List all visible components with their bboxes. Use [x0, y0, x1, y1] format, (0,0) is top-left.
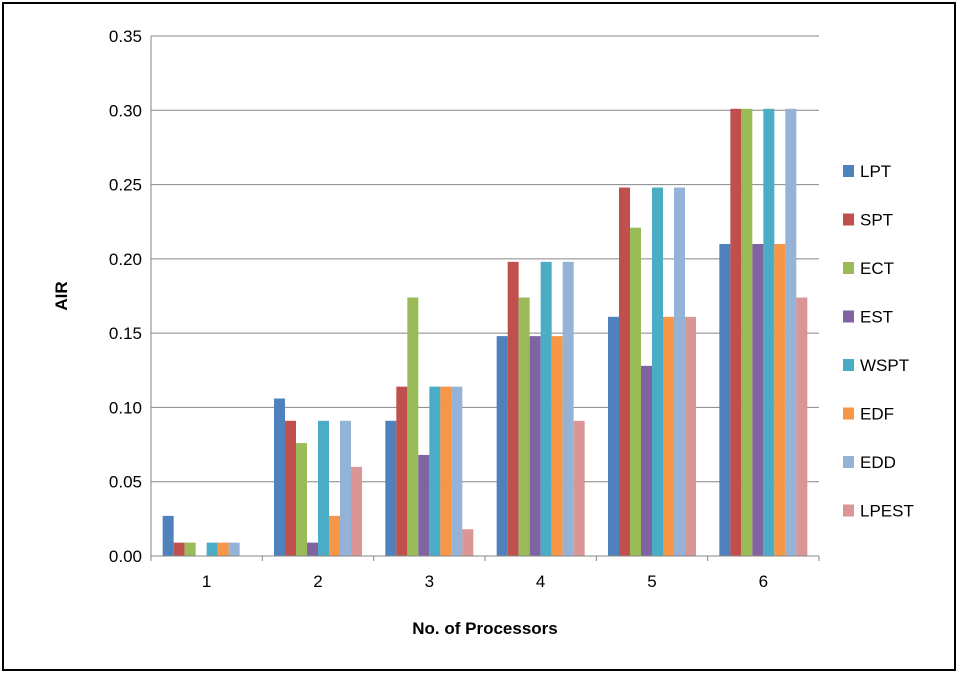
- legend-label-edf: EDF: [860, 405, 894, 424]
- x-tick-label: 6: [759, 572, 768, 591]
- bar-wspt-3: [429, 386, 441, 556]
- legend: LPT SPT ECT EST WSPT EDF EDD LPEST: [843, 162, 914, 521]
- bar-est-6: [752, 244, 764, 556]
- bar-spt-3: [396, 386, 408, 556]
- bar-lpest-2: [351, 466, 362, 556]
- bar-edd-5: [674, 187, 685, 557]
- y-tick-label: 0.35: [109, 27, 142, 46]
- bar-edf-4: [551, 336, 563, 556]
- bar-est-5: [641, 365, 652, 556]
- bar-lpest-3: [462, 529, 474, 556]
- y-axis-title: AIR: [52, 281, 71, 310]
- y-tick-label: 0.10: [109, 398, 142, 417]
- bar-ect-3: [407, 297, 419, 556]
- bar-spt-4: [507, 261, 519, 556]
- bar-spt-1: [173, 542, 185, 556]
- legend-label-wspt: WSPT: [860, 356, 909, 375]
- bar-edd-4: [562, 261, 574, 556]
- bar-wspt-1: [206, 542, 218, 556]
- x-tick-label: 2: [313, 572, 322, 591]
- y-tick-label: 0.15: [109, 324, 142, 343]
- legend-label-est: EST: [860, 308, 893, 327]
- legend-swatch-edf: [843, 407, 854, 420]
- bar-ect-1: [184, 542, 196, 556]
- legend-swatch-spt: [843, 213, 854, 226]
- bar-wspt-4: [540, 261, 552, 556]
- x-tick-label: 1: [202, 572, 211, 591]
- bar-lpest-4: [573, 420, 585, 556]
- bar-spt-5: [619, 187, 630, 557]
- y-tick-label: 0.00: [109, 547, 142, 566]
- gridlines: [151, 35, 819, 483]
- legend-swatch-lpt: [843, 165, 854, 177]
- bar-lpt-1: [162, 515, 174, 556]
- bar-edf-3: [440, 386, 452, 556]
- bar-edd-2: [340, 420, 351, 556]
- legend-swatch-est: [843, 310, 854, 323]
- bar-wspt-5: [652, 187, 663, 557]
- bar-edf-5: [663, 316, 674, 556]
- bar-edf-1: [217, 542, 229, 556]
- bar-ect-4: [518, 297, 530, 556]
- bar-wspt-2: [318, 420, 329, 556]
- legend-swatch-lpest: [843, 504, 854, 517]
- legend-label-spt: SPT: [860, 211, 893, 230]
- bar-lpt-4: [496, 336, 508, 556]
- bar-ect-6: [741, 108, 753, 557]
- bar-est-2: [307, 542, 318, 556]
- bar-ect-2: [296, 443, 307, 556]
- legend-swatch-wspt: [843, 359, 854, 371]
- bar-lpt-5: [608, 316, 619, 556]
- legend-label-lpt: LPT: [860, 162, 891, 181]
- bar-edd-1: [228, 542, 240, 556]
- bar-lpt-6: [719, 244, 731, 556]
- axes: [150, 36, 820, 561]
- x-tick-label: 3: [425, 572, 434, 591]
- bar-spt-2: [285, 420, 296, 556]
- bar-lpt-3: [385, 420, 397, 556]
- bar-lpest-5: [685, 316, 696, 556]
- y-tick-label: 0.20: [109, 250, 142, 269]
- bar-edf-2: [329, 515, 340, 556]
- bar-lpest-6: [796, 297, 808, 556]
- bar-est-3: [418, 454, 430, 556]
- bar-est-4: [529, 336, 541, 556]
- x-axis-title: No. of Processors: [412, 619, 558, 638]
- bar-series-group: [162, 108, 808, 557]
- y-tick-label: 0.30: [109, 101, 142, 120]
- bar-ect-5: [630, 227, 641, 556]
- bar-wspt-6: [763, 108, 775, 557]
- y-tick-label: 0.25: [109, 176, 142, 195]
- x-tick-label: 4: [536, 572, 545, 591]
- bar-spt-6: [730, 108, 742, 557]
- legend-label-lpest: LPEST: [860, 502, 914, 521]
- bar-lpt-2: [274, 398, 285, 556]
- bar-edd-6: [785, 108, 797, 557]
- y-tick-label: 0.05: [109, 473, 142, 492]
- bar-edf-6: [774, 244, 786, 556]
- bar-edd-3: [451, 386, 463, 556]
- legend-swatch-edd: [843, 456, 854, 468]
- y-tick-labels: 0.00 0.05 0.10 0.15 0.20 0.25 0.30 0.35: [109, 27, 142, 566]
- x-tick-labels: 1 2 3 4 5 6: [202, 572, 768, 591]
- legend-label-edd: EDD: [860, 453, 896, 472]
- legend-swatch-ect: [843, 262, 854, 274]
- legend-label-ect: ECT: [860, 259, 894, 278]
- x-tick-label: 5: [647, 572, 656, 591]
